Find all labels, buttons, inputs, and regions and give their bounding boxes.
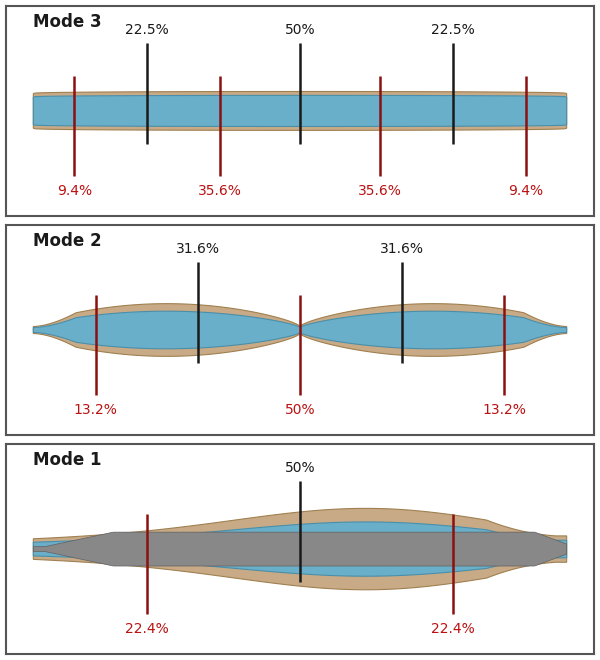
Text: 22.4%: 22.4% [431,622,475,636]
Text: 13.2%: 13.2% [74,403,118,416]
Text: 9.4%: 9.4% [57,183,92,198]
Text: Mode 2: Mode 2 [34,232,102,250]
Text: 50%: 50% [284,23,316,37]
Text: 50%: 50% [284,403,316,416]
Polygon shape [34,311,566,349]
Polygon shape [34,92,566,131]
Polygon shape [34,96,566,127]
Text: 22.5%: 22.5% [431,23,475,37]
Text: 22.5%: 22.5% [125,23,169,37]
Text: 22.4%: 22.4% [125,622,169,636]
Text: 31.6%: 31.6% [380,242,424,256]
Polygon shape [34,304,566,356]
Text: 35.6%: 35.6% [358,183,402,198]
Text: Mode 1: Mode 1 [34,451,102,469]
Text: 13.2%: 13.2% [482,403,526,416]
Text: 9.4%: 9.4% [508,183,543,198]
Polygon shape [34,508,566,590]
Text: 50%: 50% [284,461,316,475]
Polygon shape [34,532,566,566]
Polygon shape [34,522,566,576]
Text: Mode 3: Mode 3 [34,13,102,31]
Text: 35.6%: 35.6% [198,183,242,198]
Text: 31.6%: 31.6% [176,242,220,256]
